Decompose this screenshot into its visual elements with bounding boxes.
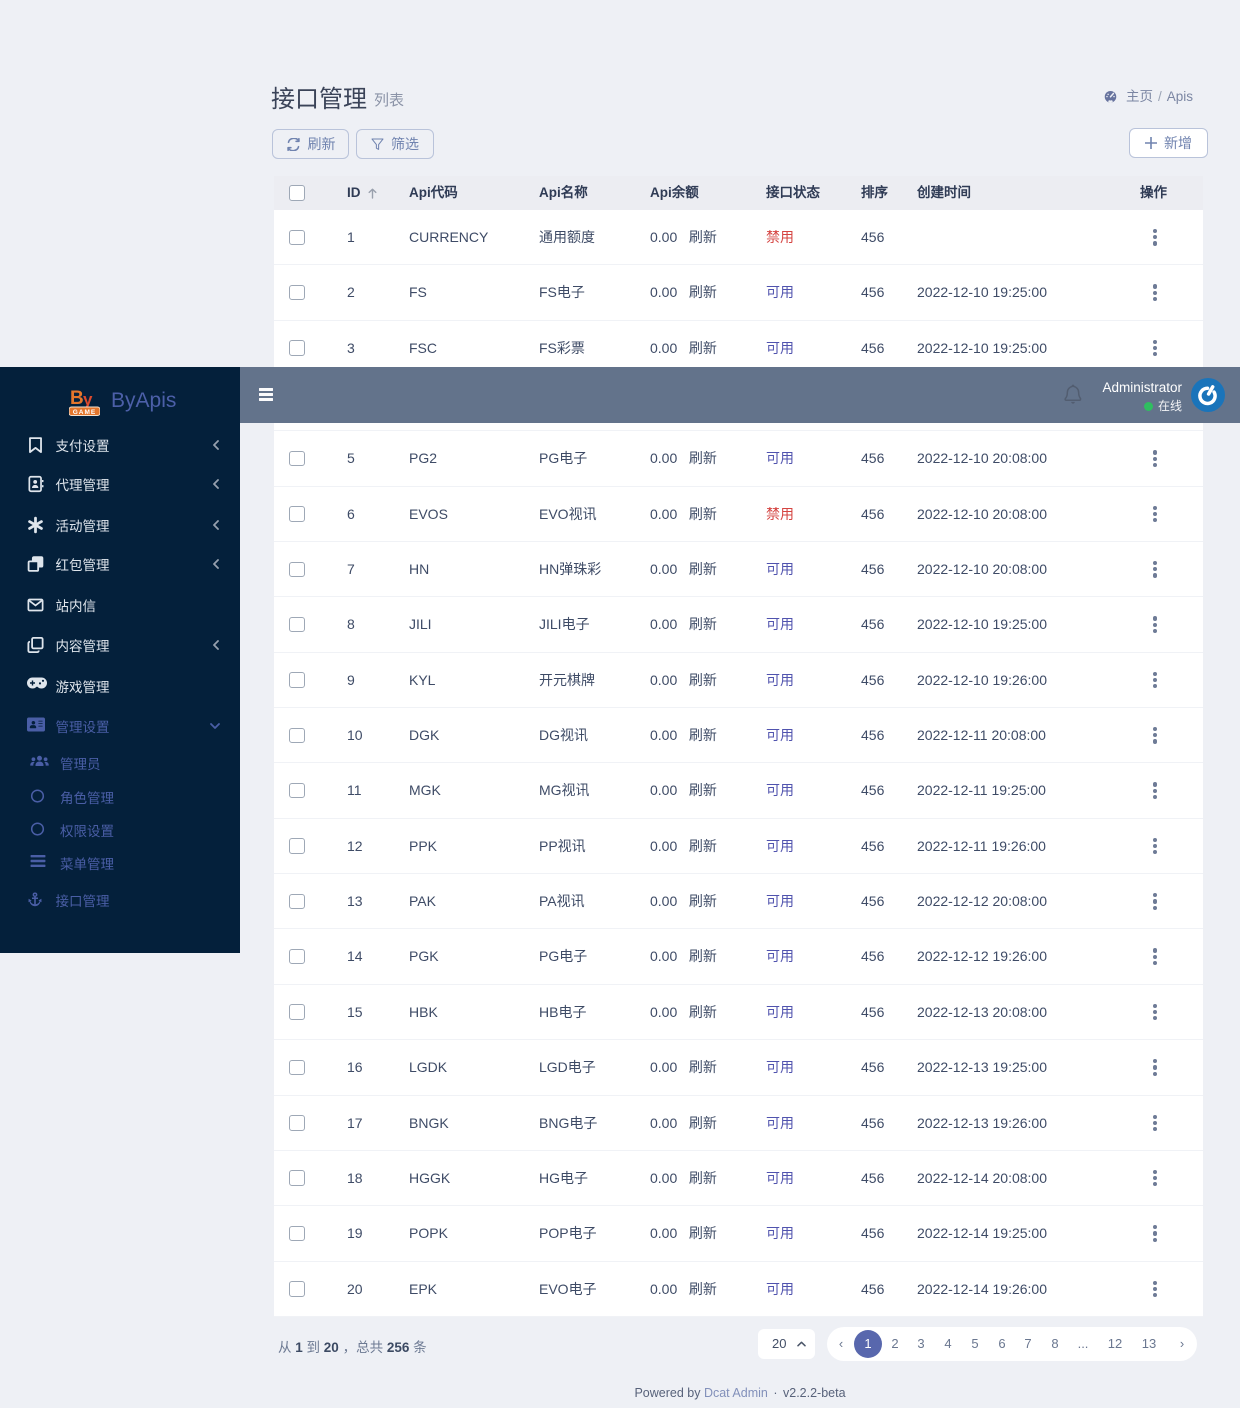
svg-text:GAME: GAME <box>73 409 97 416</box>
svg-text:B: B <box>70 388 84 409</box>
svg-text:y: y <box>83 390 93 409</box>
